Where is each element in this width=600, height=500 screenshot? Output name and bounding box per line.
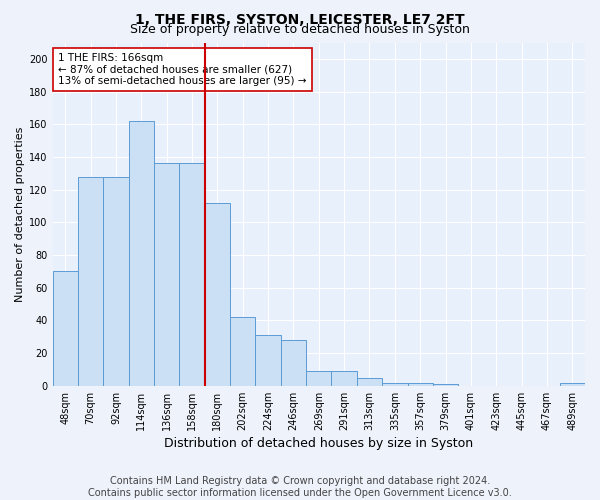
Bar [53,272,78,386]
Bar [433,384,458,386]
X-axis label: Distribution of detached houses by size in Syston: Distribution of detached houses by size … [164,437,473,450]
Bar [154,164,179,386]
Text: Contains HM Land Registry data © Crown copyright and database right 2024.
Contai: Contains HM Land Registry data © Crown c… [88,476,512,498]
Bar [103,176,128,386]
Bar [407,382,433,386]
Bar [560,382,585,386]
Bar [306,371,331,386]
Bar [230,317,256,386]
Text: 1 THE FIRS: 166sqm
← 87% of detached houses are smaller (627)
13% of semi-detach: 1 THE FIRS: 166sqm ← 87% of detached hou… [58,53,307,86]
Bar [382,382,407,386]
Bar [256,335,281,386]
Y-axis label: Number of detached properties: Number of detached properties [15,126,25,302]
Bar [281,340,306,386]
Text: Size of property relative to detached houses in Syston: Size of property relative to detached ho… [130,22,470,36]
Bar [205,202,230,386]
Bar [179,164,205,386]
Bar [128,121,154,386]
Bar [78,176,103,386]
Bar [357,378,382,386]
Text: 1, THE FIRS, SYSTON, LEICESTER, LE7 2FT: 1, THE FIRS, SYSTON, LEICESTER, LE7 2FT [135,12,465,26]
Bar [331,371,357,386]
